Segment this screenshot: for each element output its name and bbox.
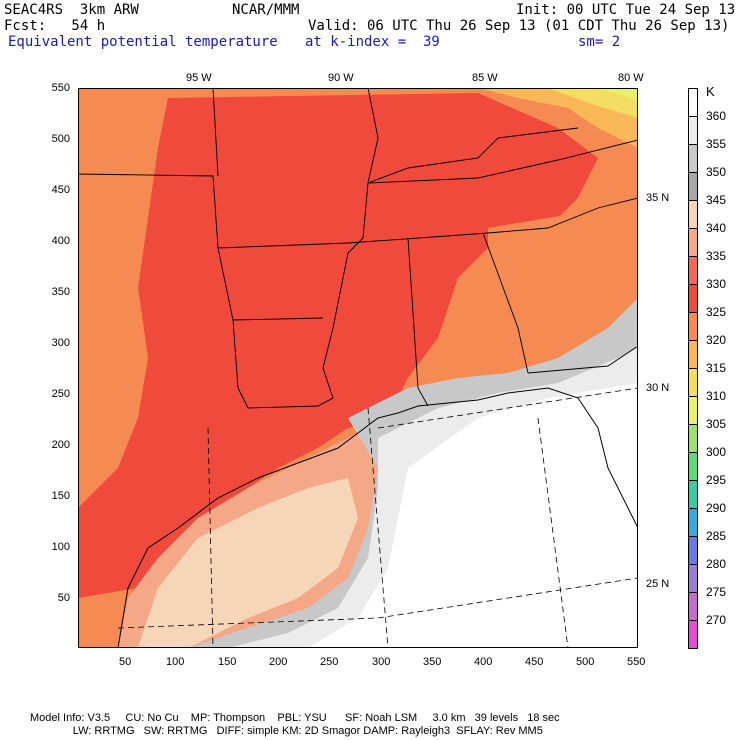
legend-swatch: [688, 592, 698, 621]
valid-time: Valid: 06 UTC Thu 26 Sep 13 (01 CDT Thu …: [308, 18, 730, 34]
legend-label: 350: [706, 165, 727, 179]
institution: NCAR/MMM: [232, 2, 300, 18]
legend-swatch: [688, 396, 698, 425]
map-frame: [78, 88, 638, 648]
x-tick: 550: [627, 656, 646, 668]
y-tick: 250: [51, 388, 70, 400]
legend-swatch: [688, 508, 698, 537]
lat-label: 35 N: [646, 192, 670, 204]
legend-swatch: [688, 564, 698, 593]
legend-label: 310: [706, 389, 727, 403]
legend-swatch: [688, 284, 698, 313]
y-tick: 150: [51, 490, 70, 502]
legend-label: 355: [706, 137, 727, 151]
legend-swatch: [688, 424, 698, 453]
legend-swatch: [688, 368, 698, 397]
x-tick: 400: [474, 656, 493, 668]
legend-swatch: [688, 228, 698, 257]
y-tick: 400: [51, 235, 70, 247]
legend-swatch: [688, 452, 698, 481]
region-330: [78, 93, 598, 598]
x-tick: 50: [119, 656, 132, 668]
init-time: Init: 00 UTC Tue 24 Sep 13: [516, 2, 736, 18]
legend-label: 315: [706, 361, 727, 375]
legend-swatch: [688, 340, 698, 369]
legend-label: 335: [706, 249, 727, 263]
legend-label: 270: [706, 613, 727, 627]
model-info-line1: Model Info: V3.5 CU: No Cu MP: Thompson …: [30, 712, 560, 724]
latlon-grid: [117, 387, 638, 648]
y-tick: 350: [51, 286, 70, 298]
legend-label: 300: [706, 445, 727, 459]
y-tick: 450: [51, 184, 70, 196]
lat-label: 30 N: [646, 382, 670, 394]
region-360: [308, 383, 638, 648]
state-borders: [78, 88, 638, 409]
legend-swatch: [688, 312, 698, 341]
legend-swatch: [688, 620, 698, 649]
legend-swatch: [688, 480, 698, 509]
legend-label: 330: [706, 277, 727, 291]
x-tick: 100: [166, 656, 185, 668]
region-335: [138, 478, 358, 648]
legend-swatch: [688, 172, 698, 201]
legend-label: 290: [706, 501, 727, 515]
legend-swatch: [688, 256, 698, 285]
legend-label: 285: [706, 529, 727, 543]
lat-label: 25 N: [646, 578, 670, 590]
legend-label: 320: [706, 333, 727, 347]
region-se-325: [488, 208, 638, 368]
legend-swatch: [688, 88, 698, 117]
x-tick: 350: [423, 656, 442, 668]
legend-label: 305: [706, 417, 727, 431]
smoothing: sm= 2: [578, 34, 621, 50]
coastline: [117, 387, 638, 648]
x-tick: 150: [218, 656, 237, 668]
y-tick: 500: [51, 133, 70, 145]
legend-label: 345: [706, 193, 727, 207]
field-name: Equivalent potential temperature: [8, 34, 278, 50]
legend-label: 360: [706, 109, 727, 123]
legend-label: 280: [706, 557, 727, 571]
theta-e-map: [78, 88, 638, 648]
legend-unit: K: [706, 84, 715, 99]
legend-label: 275: [706, 585, 727, 599]
lon-label: 85 W: [472, 72, 498, 84]
run-name: SEAC4RS 3km ARW: [4, 2, 139, 18]
lon-label: 80 W: [618, 72, 644, 84]
x-tick: 250: [320, 656, 339, 668]
legend-swatch: [688, 144, 698, 173]
region-w-325: [78, 88, 168, 468]
y-tick: 200: [51, 439, 70, 451]
x-tick: 450: [525, 656, 544, 668]
y-tick: 550: [51, 82, 70, 94]
legend-swatch: [688, 200, 698, 229]
lon-label: 90 W: [328, 72, 354, 84]
lon-label: 95 W: [186, 72, 212, 84]
region-315: [548, 88, 638, 118]
legend-label: 295: [706, 473, 727, 487]
legend-swatch: [688, 116, 698, 145]
level-index: at k-index = 39: [305, 34, 440, 50]
model-info-line2: LW: RRTMG SW: RRTMG DIFF: simple KM: 2D …: [30, 725, 543, 737]
legend-swatch: [688, 536, 698, 565]
x-tick: 500: [576, 656, 595, 668]
forecast-hour: Fcst: 54 h: [4, 18, 106, 34]
y-tick: 300: [51, 337, 70, 349]
x-tick: 300: [372, 656, 391, 668]
region-310: [598, 88, 638, 100]
legend-label: 325: [706, 305, 727, 319]
y-tick: 50: [57, 592, 70, 604]
x-tick: 200: [269, 656, 288, 668]
legend-label: 340: [706, 221, 727, 235]
y-tick: 100: [51, 541, 70, 553]
